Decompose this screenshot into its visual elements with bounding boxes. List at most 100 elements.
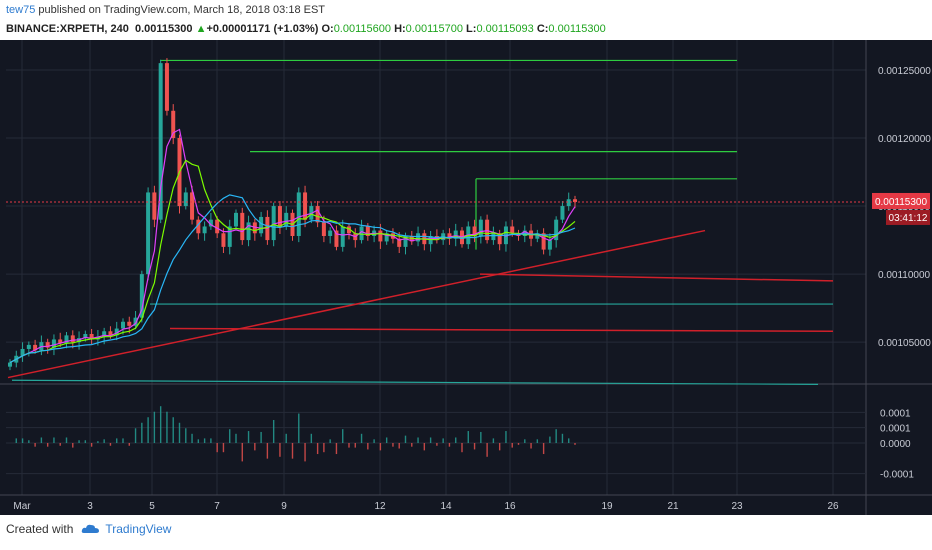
- x-tick-label: Mar: [13, 501, 31, 512]
- candle-body: [472, 226, 477, 236]
- moving-average-mid: [9, 159, 576, 364]
- candle-body: [277, 206, 282, 227]
- candle-body: [51, 339, 56, 348]
- candle-body: [221, 233, 226, 247]
- red-level-line: [479, 273, 834, 282]
- candle-body: [215, 219, 220, 234]
- candle-body: [460, 230, 464, 245]
- published-text: published on TradingView.com, March 18, …: [38, 4, 326, 16]
- publish-info: tew75 published on TradingView.com, Marc…: [6, 4, 325, 16]
- high-label: H:: [394, 23, 406, 35]
- candle-body: [359, 226, 364, 241]
- trendline: [7, 229, 706, 379]
- x-tick-label: 16: [504, 501, 516, 512]
- osc-axis-label: -0.0001: [880, 470, 914, 481]
- author-link[interactable]: tew75: [6, 4, 36, 16]
- candle-body: [208, 219, 213, 227]
- candle-body: [108, 331, 113, 336]
- x-tick-label: 9: [281, 501, 287, 512]
- support-line: [11, 379, 819, 385]
- candle-body: [26, 344, 31, 349]
- candle-body: [328, 230, 333, 236]
- current-price-tag: [872, 192, 930, 209]
- candle-body: [397, 238, 402, 247]
- countdown-tag: [886, 209, 930, 225]
- chart-canvas[interactable]: Mar 3 5 7 9 12 14 16 19 21 23 26 0.00125000 0.0012000…: [0, 40, 932, 515]
- open-value: 0.00115600: [333, 23, 391, 35]
- price-axis-label: 0.00125000: [878, 66, 931, 77]
- candle-body: [183, 192, 188, 207]
- candle-body: [378, 230, 383, 242]
- candle-body: [8, 362, 12, 367]
- high-value: 0.00115700: [405, 23, 463, 35]
- x-tick-label: 12: [374, 501, 386, 512]
- candle-body: [121, 321, 125, 329]
- candle-body: [234, 212, 238, 227]
- candle-body: [340, 226, 345, 247]
- candle-body: [114, 328, 119, 336]
- candle-body: [321, 222, 326, 236]
- candle-body: [102, 331, 107, 337]
- candle-body: [139, 274, 144, 318]
- candle-body: [45, 342, 50, 348]
- chart-background: [0, 40, 932, 515]
- tradingview-brand[interactable]: TradingView: [81, 522, 171, 536]
- open-label: O:: [321, 23, 334, 35]
- candle-body: [573, 199, 577, 202]
- close-value: 0.00115300: [548, 23, 606, 35]
- candle-body: [171, 110, 176, 138]
- candle-body: [384, 233, 389, 242]
- x-tick-label: 23: [731, 501, 743, 512]
- candle-body: [334, 230, 339, 247]
- ohlc-bar: BINANCE:XRPETH, 240 0.00115300 ▲+0.00001…: [6, 23, 606, 35]
- candle-body: [33, 344, 38, 351]
- candle-body: [497, 233, 502, 245]
- candle-body: [547, 240, 552, 250]
- created-with-text: Created with: [6, 522, 74, 536]
- candle-body: [510, 226, 515, 234]
- candle-body: [240, 212, 245, 241]
- footer: Created with TradingView: [6, 522, 171, 536]
- low-value: 0.00115093: [476, 23, 534, 35]
- change-value: +0.00001171 (+1.03%): [206, 23, 319, 35]
- candle-body: [365, 226, 370, 236]
- symbol-label[interactable]: BINANCE:XRPETH, 240: [6, 23, 129, 35]
- candle-body: [127, 321, 132, 326]
- x-tick-label: 26: [827, 501, 839, 512]
- close-label: C:: [536, 23, 549, 35]
- triangle-up-icon: ▲: [195, 23, 207, 35]
- candle-body: [315, 206, 320, 223]
- moving-average-slow: [9, 194, 576, 364]
- x-tick-label: 3: [87, 501, 93, 512]
- candle-body: [64, 335, 69, 344]
- candle-body: [478, 219, 483, 236]
- x-tick-label: 5: [149, 501, 155, 512]
- candle-body: [296, 192, 301, 236]
- candle-body: [227, 226, 232, 247]
- candle-body: [252, 222, 257, 234]
- x-tick-label: 21: [667, 501, 679, 512]
- candle-body: [133, 317, 138, 326]
- candle-body: [190, 192, 195, 220]
- moving-average-fast: [9, 128, 576, 364]
- candle-body: [403, 236, 408, 247]
- candle-body: [89, 334, 94, 340]
- candle-body: [164, 63, 169, 111]
- candle-body: [453, 230, 458, 239]
- candle-body: [566, 199, 571, 207]
- x-tick-label: 7: [214, 501, 220, 512]
- tradingview-cloud-icon: [82, 524, 100, 533]
- candle-body: [303, 192, 308, 220]
- x-tick-label: 19: [601, 501, 613, 512]
- brand-name: TradingView: [105, 522, 172, 536]
- candle-body: [541, 233, 546, 250]
- candle-body: [83, 334, 88, 339]
- candle-body: [158, 63, 163, 220]
- osc-axis-label: 0.0001: [880, 424, 911, 435]
- candle-body: [146, 192, 151, 275]
- price-axis-label: 0.00120000: [878, 134, 931, 145]
- osc-axis-label: 0.0001: [880, 408, 911, 419]
- low-label: L:: [466, 23, 477, 35]
- countdown-value: 03:41:12: [889, 213, 928, 224]
- candle-body: [202, 226, 207, 234]
